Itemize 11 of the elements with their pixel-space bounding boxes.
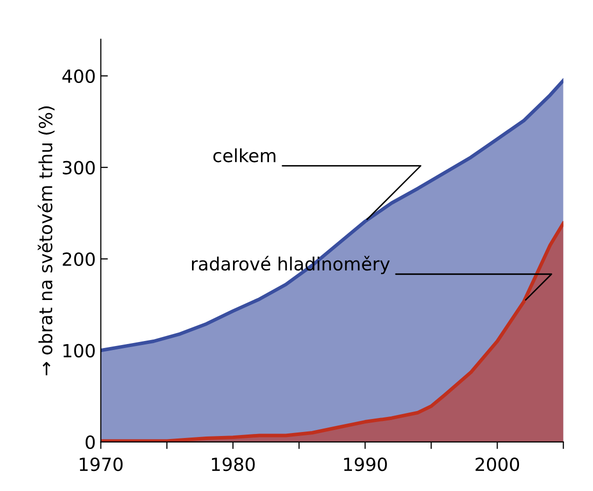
y-tick-label: 400 [62, 69, 95, 83]
y-tick-label: 0 [86, 435, 95, 450]
y-tick-label: 100 [63, 344, 95, 358]
x-tick-label: 1980 [212, 457, 255, 472]
annotation: celkem [213, 148, 276, 162]
y-tick-label: 300 [62, 160, 95, 175]
y-axis-title: → obrat na světovém trhu (%) [38, 106, 55, 376]
y-tick-label: 200 [62, 252, 95, 266]
x-tick-label: 1990 [344, 457, 387, 472]
x-tick-label: 1970 [80, 457, 123, 472]
x-tick-label: 2000 [476, 457, 520, 472]
